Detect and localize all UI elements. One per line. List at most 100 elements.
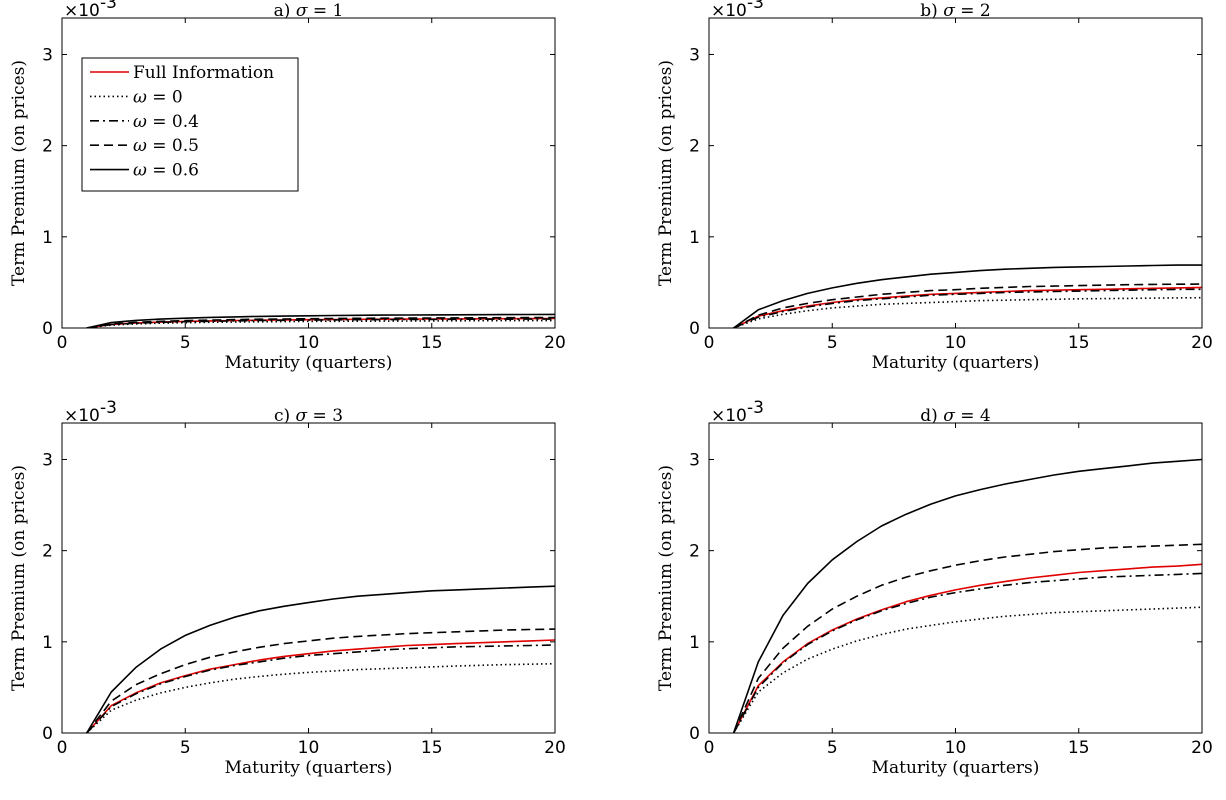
y-tick-label: 2 (42, 542, 53, 562)
series-line-4 (86, 628, 555, 733)
chart-panel-3: 0 5 10 15 20 0 1 2 3 ×10 -3 c) σ = 3 Maturity (quart… (9, 398, 566, 778)
series-line-3 (86, 318, 555, 328)
series-line-1 (86, 639, 555, 733)
series-line-1 (733, 286, 1202, 328)
x-tick-label: 5 (827, 333, 838, 353)
sigma-value: = 4 (955, 406, 991, 426)
panel-title: d) σ = 4 (920, 406, 990, 426)
legend-entry: ω = 0.4 (133, 112, 199, 132)
x-tick-label: 20 (544, 738, 566, 758)
y-tick-label: 3 (689, 450, 700, 470)
series-line-3 (732, 572, 1202, 733)
legend-symbol: ω (133, 112, 147, 132)
series-line-5 (732, 458, 1202, 733)
legend-symbol: ω (133, 136, 147, 156)
series-group (733, 264, 1202, 328)
y-axis-label: Term Premium (on prices) (9, 60, 29, 286)
x-tick-label: 0 (704, 738, 715, 758)
series-line-4 (732, 543, 1202, 733)
x-axis-label: Maturity (quarters) (872, 353, 1040, 373)
legend-symbol: ω (133, 87, 147, 107)
x-tick-label: 5 (180, 738, 191, 758)
y-tick-label: 0 (42, 319, 53, 339)
y-axis-label: Term Premium (on prices) (656, 465, 676, 691)
y-tick-label: 1 (42, 633, 53, 653)
panel-title: a) σ = 1 (274, 1, 344, 21)
sigma-value: = 1 (307, 1, 343, 21)
y-tick-label: 1 (689, 633, 700, 653)
x-tick-label: 5 (180, 333, 191, 353)
y-scale-base: ×10 (711, 406, 747, 426)
y-scale-factor: ×10 -3 (711, 398, 764, 426)
legend-text: = 0.5 (147, 136, 199, 156)
x-axis-label: Maturity (quarters) (225, 758, 393, 778)
sigma-symbol: σ (943, 1, 955, 21)
sigma-value: = 2 (955, 1, 991, 21)
chart-panel-2: 0 5 10 15 20 0 1 2 3 ×10 -3 b) σ = 2 Maturity (quart… (656, 0, 1213, 373)
series-line-2 (86, 662, 555, 733)
y-scale-factor: ×10 -3 (64, 398, 117, 426)
series-line-2 (86, 319, 555, 328)
y-tick-label: 2 (42, 137, 53, 157)
y-scale-base: ×10 (711, 1, 747, 21)
x-tick-label: 10 (298, 333, 320, 353)
series-line-5 (733, 264, 1202, 328)
x-tick-label: 10 (945, 333, 967, 353)
y-tick-label: 1 (42, 228, 53, 248)
x-tick-label: 20 (1191, 333, 1213, 353)
y-scale-factor: ×10 -3 (711, 0, 764, 21)
y-tick-label: 0 (42, 724, 53, 744)
series-line-5 (86, 313, 555, 328)
legend-entry: ω = 0.6 (133, 161, 199, 181)
chart-panel-1: 0 5 10 15 20 0 1 2 3 ×10 -3 a) σ = 1 Maturity (quart… (9, 0, 566, 373)
legend-symbol: ω (133, 161, 147, 181)
y-scale-exponent: -3 (100, 0, 117, 13)
chart-panel-4: 0 5 10 15 20 0 1 2 3 ×10 -3 d) σ = 4 Maturity (quart… (656, 398, 1213, 778)
panel-label: d) (920, 406, 943, 426)
sigma-symbol: σ (296, 406, 308, 426)
series-group (732, 458, 1202, 733)
y-scale-base: ×10 (64, 406, 100, 426)
series-line-1 (732, 563, 1202, 733)
legend-entry: Full Information (133, 63, 274, 83)
x-tick-label: 15 (421, 333, 443, 353)
series-line-3 (86, 644, 555, 733)
y-axis-label: Term Premium (on prices) (9, 465, 29, 691)
x-axis-label: Maturity (quarters) (872, 758, 1040, 778)
y-scale-factor: ×10 -3 (64, 0, 117, 21)
x-tick-label: 0 (57, 738, 68, 758)
series-line-2 (733, 296, 1202, 328)
x-tick-label: 10 (945, 738, 967, 758)
legend-entry: ω = 0.5 (133, 136, 199, 156)
series-line-3 (733, 288, 1202, 328)
legend-text: = 0 (147, 87, 183, 107)
y-scale-exponent: -3 (747, 0, 764, 13)
sigma-value: = 3 (307, 406, 343, 426)
series-line-4 (86, 316, 555, 328)
x-tick-label: 5 (827, 738, 838, 758)
x-tick-label: 10 (298, 738, 320, 758)
legend-text: = 0.6 (147, 161, 199, 181)
panel-label: b) (920, 1, 943, 21)
x-tick-label: 0 (704, 333, 715, 353)
series-line-5 (86, 585, 555, 733)
x-tick-label: 0 (57, 333, 68, 353)
y-tick-label: 2 (689, 542, 700, 562)
x-tick-label: 20 (1191, 738, 1213, 758)
panel-title: c) σ = 3 (274, 406, 343, 426)
panel-title: b) σ = 2 (920, 1, 990, 21)
x-tick-label: 20 (544, 333, 566, 353)
series-group (86, 313, 555, 328)
y-tick-label: 1 (689, 228, 700, 248)
legend-entry: ω = 0 (133, 87, 183, 107)
plot-area (709, 18, 1202, 328)
y-scale-base: ×10 (64, 1, 100, 21)
y-tick-label: 3 (689, 45, 700, 65)
y-tick-label: 0 (689, 724, 700, 744)
panel-label: a) (274, 1, 296, 21)
y-scale-exponent: -3 (747, 398, 764, 418)
plot-area (62, 423, 555, 733)
panel-label: c) (274, 406, 296, 426)
legend-text: = 0.4 (147, 112, 199, 132)
